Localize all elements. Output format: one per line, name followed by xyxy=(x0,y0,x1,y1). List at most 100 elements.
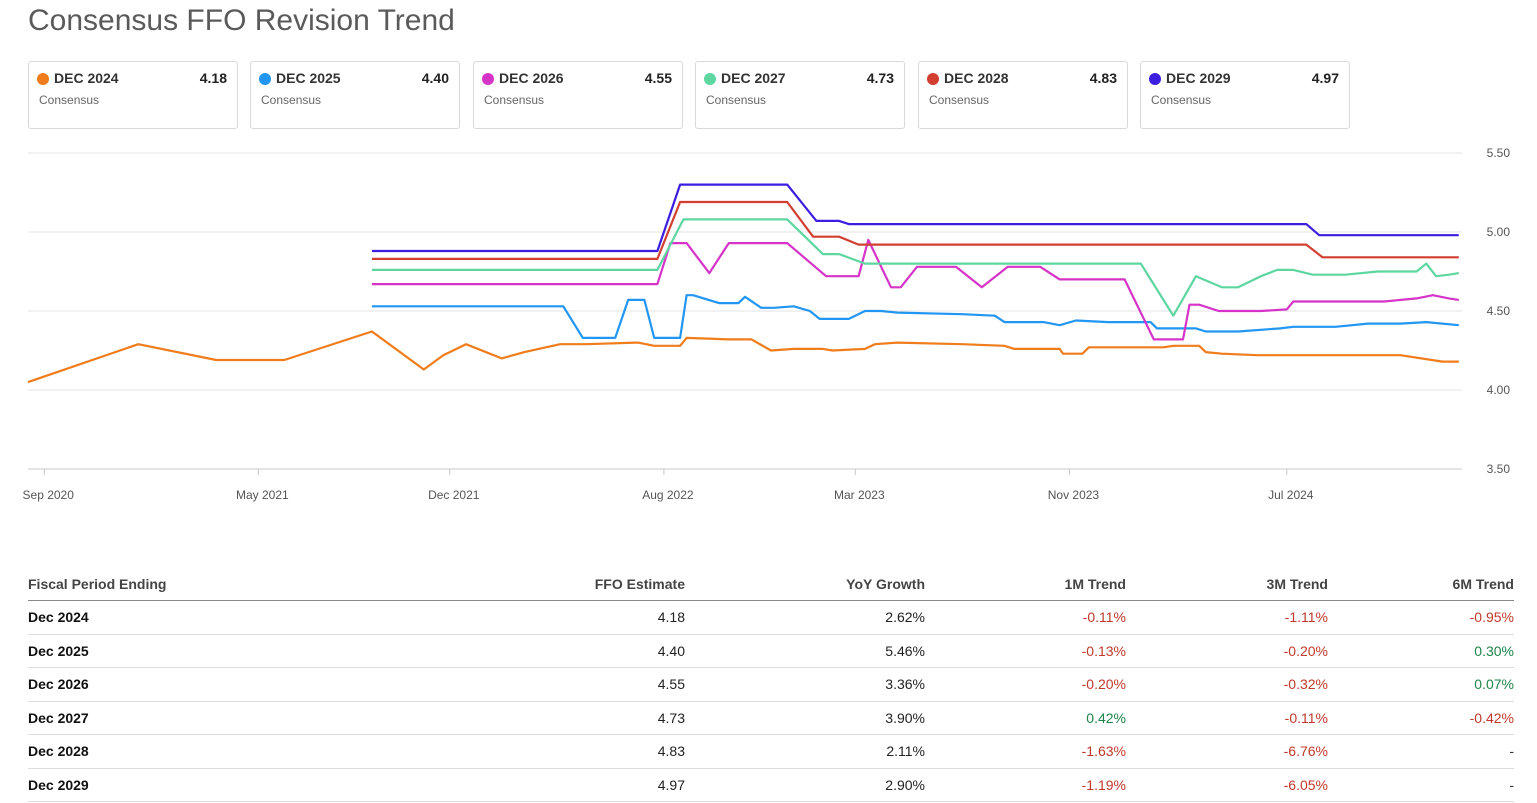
cell-period: Dec 2029 xyxy=(28,768,228,802)
cell-3m: -0.32% xyxy=(1126,667,1328,702)
legend-card-dec-2027[interactable]: DEC 2027 4.73 Consensus xyxy=(695,61,905,129)
series-line-dec-2028 xyxy=(371,200,1459,260)
legend-card-value: 4.97 xyxy=(1311,70,1339,86)
legend-card-value: 4.83 xyxy=(1089,70,1117,86)
cell-1m: -1.19% xyxy=(925,768,1126,802)
series-color-dot xyxy=(1149,73,1161,85)
x-tick-label: May 2021 xyxy=(236,488,289,502)
cell-1m: -0.13% xyxy=(925,634,1126,668)
legend-card-value: 4.18 xyxy=(199,70,227,86)
legend-card-label: DEC 2026 xyxy=(499,70,564,86)
series-color-dot xyxy=(927,73,939,85)
cell-6m: -0.95% xyxy=(1328,600,1514,635)
header-ffo-estimate[interactable]: FFO Estimate xyxy=(228,568,685,601)
cell-yoy: 2.90% xyxy=(685,768,925,802)
header-yoy-growth[interactable]: YoY Growth xyxy=(685,568,925,601)
y-tick-label: 4.00 xyxy=(1487,383,1511,397)
x-tick-label: Nov 2023 xyxy=(1048,488,1100,502)
cell-period: Dec 2024 xyxy=(28,600,228,635)
header-3m-trend[interactable]: 3M Trend xyxy=(1126,568,1328,601)
legend-card-sub: Consensus xyxy=(929,93,990,107)
y-tick-label: 5.00 xyxy=(1487,225,1511,239)
cell-estimate: 4.73 xyxy=(228,701,685,735)
legend-card-sub: Consensus xyxy=(706,93,767,107)
cell-yoy: 5.46% xyxy=(685,634,925,668)
cell-estimate: 4.40 xyxy=(228,634,685,668)
cell-6m: 0.30% xyxy=(1328,634,1514,668)
legend-card-dec-2025[interactable]: DEC 2025 4.40 Consensus xyxy=(250,61,460,129)
series-color-dot xyxy=(259,73,271,85)
table-row: Dec 2026 4.55 3.36% -0.20% -0.32% 0.07% xyxy=(28,667,1514,702)
cell-yoy: 2.62% xyxy=(685,600,925,635)
cell-6m: - xyxy=(1328,734,1514,769)
cell-period: Dec 2027 xyxy=(28,701,228,735)
header-6m-trend[interactable]: 6M Trend xyxy=(1328,568,1514,601)
cell-period: Dec 2025 xyxy=(28,634,228,668)
legend-card-dec-2024[interactable]: DEC 2024 4.18 Consensus xyxy=(28,61,238,129)
x-tick-label: Jul 2024 xyxy=(1268,488,1314,502)
cell-estimate: 4.55 xyxy=(228,667,685,702)
legend-card-value: 4.55 xyxy=(644,70,672,86)
cell-estimate: 4.97 xyxy=(228,768,685,802)
cell-1m: -0.11% xyxy=(925,600,1126,635)
cell-1m: 0.42% xyxy=(925,701,1126,735)
series-line-dec-2026 xyxy=(371,238,1459,341)
legend-card-dec-2026[interactable]: DEC 2026 4.55 Consensus xyxy=(473,61,683,129)
header-1m-trend[interactable]: 1M Trend xyxy=(925,568,1126,601)
ffo-estimates-table: Fiscal Period Ending FFO Estimate YoY Gr… xyxy=(28,568,1514,802)
cell-1m: -0.20% xyxy=(925,667,1126,702)
cell-6m: - xyxy=(1328,768,1514,802)
series-color-dot xyxy=(482,73,494,85)
table-row: Dec 2027 4.73 3.90% 0.42% -0.11% -0.42% xyxy=(28,701,1514,735)
cell-3m: -0.20% xyxy=(1126,634,1328,668)
table-row: Dec 2025 4.40 5.46% -0.13% -0.20% 0.30% xyxy=(28,634,1514,668)
series-color-dot xyxy=(704,73,716,85)
cell-3m: -0.11% xyxy=(1126,701,1328,735)
cell-period: Dec 2026 xyxy=(28,667,228,702)
legend-card-dec-2029[interactable]: DEC 2029 4.97 Consensus xyxy=(1140,61,1350,129)
cell-estimate: 4.83 xyxy=(228,734,685,769)
legend-card-sub: Consensus xyxy=(261,93,322,107)
y-tick-label: 4.50 xyxy=(1487,304,1511,318)
series-line-dec-2025 xyxy=(371,294,1459,339)
series-line-dec-2027 xyxy=(371,218,1459,317)
table-row: Dec 2028 4.83 2.11% -1.63% -6.76% - xyxy=(28,734,1514,769)
table-header-row: Fiscal Period Ending FFO Estimate YoY Gr… xyxy=(28,568,1514,601)
legend-card-value: 4.73 xyxy=(866,70,894,86)
x-tick-label: Mar 2023 xyxy=(834,488,885,502)
legend-card-sub: Consensus xyxy=(39,93,100,107)
cell-yoy: 3.90% xyxy=(685,701,925,735)
legend-card-dec-2028[interactable]: DEC 2028 4.83 Consensus xyxy=(918,61,1128,129)
table-row: Dec 2029 4.97 2.90% -1.19% -6.05% - xyxy=(28,768,1514,802)
cell-3m: -1.11% xyxy=(1126,600,1328,635)
cell-6m: -0.42% xyxy=(1328,701,1514,735)
legend-card-value: 4.40 xyxy=(421,70,449,86)
x-tick-label: Aug 2022 xyxy=(642,488,694,502)
legend-card-label: DEC 2024 xyxy=(54,70,119,86)
page-title: Consensus FFO Revision Trend xyxy=(28,4,455,37)
y-tick-label: 3.50 xyxy=(1487,462,1511,476)
table-row: Dec 2024 4.18 2.62% -0.11% -1.11% -0.95% xyxy=(28,600,1514,635)
cell-3m: -6.76% xyxy=(1126,734,1328,769)
x-tick-label: Dec 2021 xyxy=(428,488,480,502)
cell-6m: 0.07% xyxy=(1328,667,1514,702)
series-line-dec-2024 xyxy=(27,330,1459,384)
series-line-dec-2029 xyxy=(371,183,1459,253)
legend-card-label: DEC 2028 xyxy=(944,70,1009,86)
header-fiscal-period[interactable]: Fiscal Period Ending xyxy=(28,568,228,601)
legend-card-sub: Consensus xyxy=(484,93,545,107)
series-color-dot xyxy=(37,73,49,85)
cell-3m: -6.05% xyxy=(1126,768,1328,802)
cell-yoy: 2.11% xyxy=(685,734,925,769)
legend-card-sub: Consensus xyxy=(1151,93,1212,107)
legend-card-label: DEC 2029 xyxy=(1166,70,1231,86)
ffo-revision-chart: 5.50 5.00 4.50 4.00 3.50 Sep 2020 May 2021 Dec … xyxy=(23,146,1511,502)
cell-period: Dec 2028 xyxy=(28,734,228,769)
legend-card-label: DEC 2025 xyxy=(276,70,341,86)
legend-card-label: DEC 2027 xyxy=(721,70,786,86)
cell-1m: -1.63% xyxy=(925,734,1126,769)
cell-yoy: 3.36% xyxy=(685,667,925,702)
cell-estimate: 4.18 xyxy=(228,600,685,635)
y-tick-label: 5.50 xyxy=(1487,146,1511,160)
x-tick-label: Sep 2020 xyxy=(23,488,75,502)
